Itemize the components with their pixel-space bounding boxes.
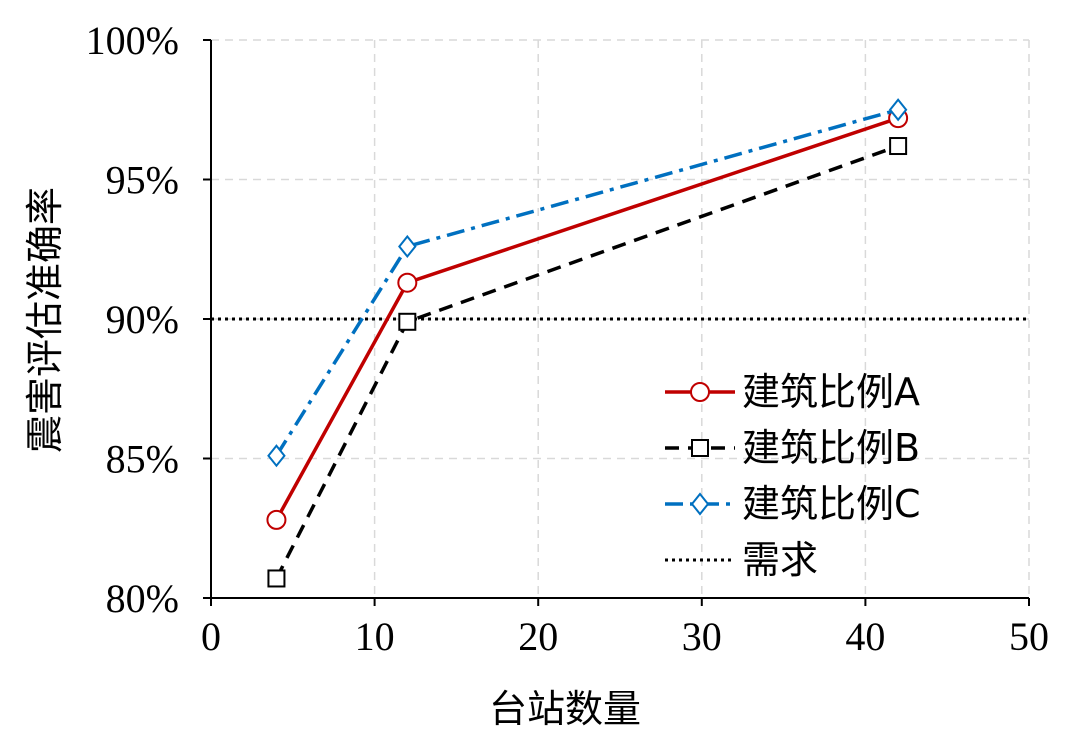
legend-swatch-marker: [690, 382, 710, 402]
legend-swatch-marker: [690, 492, 710, 516]
data-point: [267, 444, 286, 468]
series-layer: [266, 98, 909, 588]
legend-item-3: 建筑比例C: [665, 482, 921, 526]
legend-item-2: 建筑比例B: [665, 426, 920, 470]
legend-label: 建筑比例B: [742, 426, 920, 470]
data-point: [888, 98, 908, 122]
data-point: [398, 312, 417, 331]
x-tick-label: 30: [682, 614, 722, 659]
tick-labels: 0 10 20 30 40 50 80% 85% 90% 95% 100%: [86, 18, 1049, 659]
series-3: [267, 98, 908, 468]
series-line: [274, 108, 899, 457]
y-tick-label: 85%: [106, 437, 179, 482]
data-point: [398, 234, 417, 259]
legend-label: 建筑比例C: [742, 482, 921, 526]
legend-item-4: 需求: [665, 538, 818, 582]
legend: 建筑比例A 建筑比例B 建筑比例C 需求: [665, 370, 921, 582]
data-point: [397, 272, 418, 293]
data-point: [889, 137, 908, 156]
x-tick-label: 10: [355, 614, 395, 659]
x-tick-label: 50: [1009, 614, 1049, 659]
x-axis-title: 台站数量: [489, 687, 641, 731]
x-tick-label: 0: [201, 614, 221, 659]
data-point: [267, 569, 286, 588]
legend-label: 需求: [742, 538, 818, 582]
legend-swatch-marker: [691, 439, 709, 457]
legend-item-1: 建筑比例A: [665, 370, 920, 414]
y-tick-label: 80%: [106, 576, 179, 621]
legend-label: 建筑比例A: [742, 370, 920, 414]
x-tick-label: 40: [845, 614, 885, 659]
y-tick-label: 100%: [86, 18, 179, 63]
data-point: [266, 509, 287, 530]
y-axis-title: 震害评估准确率: [23, 187, 67, 453]
x-tick-label: 20: [518, 614, 558, 659]
series-2: [267, 137, 908, 588]
y-tick-label: 90%: [106, 297, 179, 342]
y-tick-label: 95%: [106, 158, 179, 203]
